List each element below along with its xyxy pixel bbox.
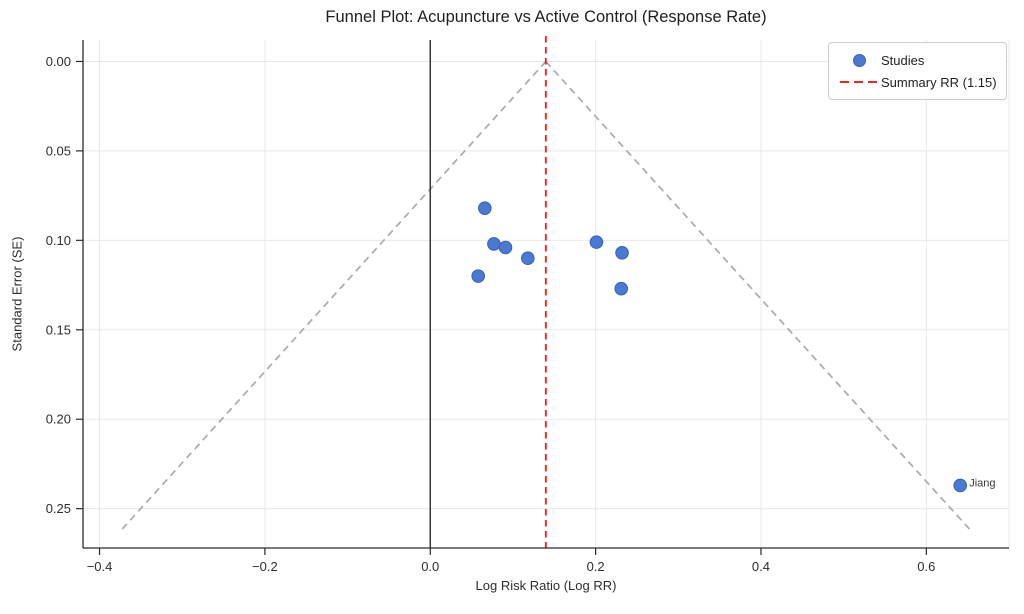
study-point [498,240,513,255]
study-point [471,269,486,283]
chart-title: Funnel Plot: Acupuncture vs Active Contr… [325,8,767,26]
x-tick-label: 0.2 [587,559,605,574]
study-point [953,478,968,493]
summary-line-icon [837,81,881,83]
y-tick-label: 0.20 [46,412,71,427]
study-annotation: Jiang [969,477,995,489]
funnel-line-left [121,60,547,530]
x-axis-label: Log Risk Ratio (Log RR) [475,578,617,593]
study-point [487,237,501,251]
x-tick-label: −0.4 [87,559,113,574]
y-tick-label: 0.15 [46,322,71,337]
legend-box: Studies Summary RR (1.15) [828,42,1007,100]
x-tick-label: −0.2 [252,559,278,574]
x-tick-label: 0.6 [917,559,935,574]
y-tick-label: 0.10 [46,233,71,248]
study-point [521,251,535,266]
study-point [614,281,629,296]
studies-marker-icon [837,53,881,67]
legend-item-summary: Summary RR (1.15) [837,71,998,93]
y-tick-label: 0.25 [46,501,71,516]
legend-label-studies: Studies [881,52,925,68]
y-tick-label: 0.05 [46,143,71,158]
y-tick-label: 0.00 [46,54,71,69]
legend-label-summary: Summary RR (1.15) [881,74,997,90]
study-point [478,201,492,215]
study-point [589,235,604,249]
x-tick-label: 0.4 [752,559,770,574]
y-axis-label: Standard Error (SE) [9,236,25,352]
x-tick-label: 0.0 [421,559,439,574]
legend-item-studies: Studies [837,49,998,71]
study-point [615,246,629,260]
funnel-line-right [545,60,971,530]
